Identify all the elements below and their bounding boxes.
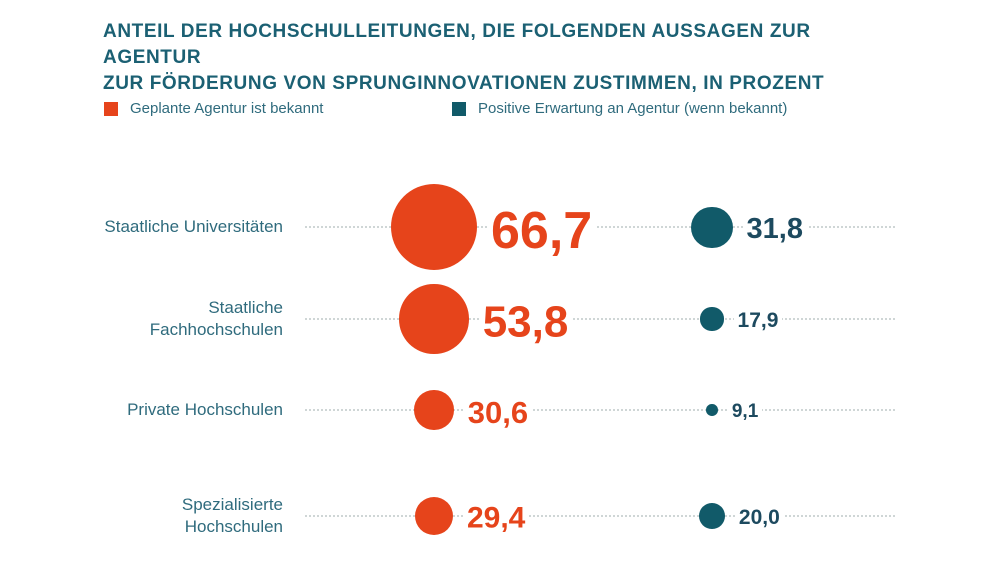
legend-swatch-orange-icon bbox=[104, 101, 118, 116]
bubble-teal bbox=[700, 307, 724, 331]
value-teal: 31,8 bbox=[742, 214, 807, 244]
row-guide-line bbox=[305, 318, 895, 320]
category-label: Staatliche Universitäten bbox=[104, 217, 283, 236]
bubble-orange bbox=[414, 390, 454, 430]
row-guide-line bbox=[305, 409, 895, 411]
bubble-orange bbox=[390, 183, 477, 271]
value-orange: 66,7 bbox=[487, 205, 597, 258]
row-guide-line bbox=[305, 515, 895, 517]
bubble-teal bbox=[699, 503, 725, 529]
value-teal: 9,1 bbox=[727, 402, 763, 422]
chart-title-line-1: ANTEIL DER HOCHSCHULLEITUNGEN, DIE FOLGE… bbox=[103, 21, 811, 68]
category-label: Private Hochschulen bbox=[127, 400, 283, 419]
bubble-orange bbox=[415, 497, 453, 535]
category-label: Spezialisierte Hochschulen bbox=[181, 495, 283, 536]
value-orange: 30,6 bbox=[463, 396, 533, 428]
legend-label: Geplante Agentur ist bekannt bbox=[130, 100, 324, 117]
legend-swatch-teal-icon bbox=[452, 101, 466, 116]
chart-title-line-2: ZUR FÖRDERUNG VON SPRUNGINNOVATIONEN ZUS… bbox=[103, 73, 825, 94]
legend-item-positive-expectation: Positive Erwartung an Agentur (wenn beka… bbox=[452, 100, 787, 117]
value-orange: 53,8 bbox=[478, 300, 573, 345]
bubble-teal bbox=[691, 206, 733, 248]
row-guide-line bbox=[305, 226, 895, 228]
value-teal: 20,0 bbox=[734, 507, 784, 529]
legend-item-known: Geplante Agentur ist bekannt bbox=[104, 100, 323, 117]
value-teal: 17,9 bbox=[733, 310, 783, 332]
legend-label: Positive Erwartung an Agentur (wenn beka… bbox=[478, 100, 788, 117]
bubble-orange bbox=[399, 284, 469, 354]
bubble-teal bbox=[706, 404, 718, 416]
chart-title: ANTEIL DER HOCHSCHULLEITUNGEN, DIE FOLGE… bbox=[103, 19, 903, 97]
category-label: Staatliche Fachhochschulen bbox=[149, 298, 283, 339]
value-orange: 29,4 bbox=[462, 503, 530, 534]
